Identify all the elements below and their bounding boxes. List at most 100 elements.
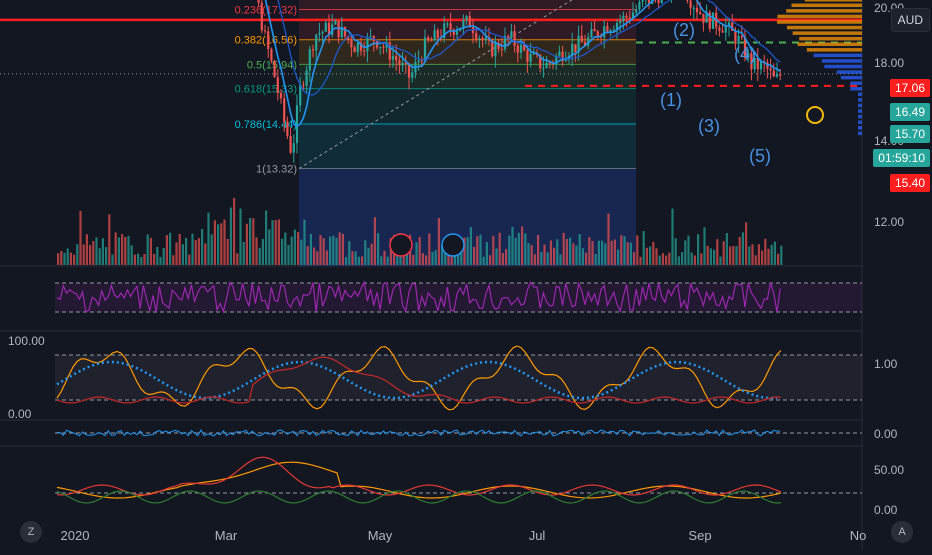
adx-axis-tick: 0.00 xyxy=(874,503,898,517)
volume-bar xyxy=(249,218,251,265)
volume-bar xyxy=(662,253,664,265)
candle-body xyxy=(290,136,292,153)
volume-bar xyxy=(358,257,360,265)
volume-bar xyxy=(748,247,750,265)
candle-body xyxy=(434,30,436,40)
volume-bar xyxy=(684,240,686,265)
candle-body xyxy=(280,93,282,99)
candle-body xyxy=(424,37,426,61)
volume-bar xyxy=(534,254,536,265)
candle-body xyxy=(686,0,688,1)
currency-badge[interactable]: AUD xyxy=(891,8,930,32)
volume-bar xyxy=(223,220,225,265)
candle-body xyxy=(501,49,503,50)
volume-bar xyxy=(732,246,734,265)
volume-bar xyxy=(547,252,549,265)
volume-bar xyxy=(182,244,184,265)
price-tag-red-dashed: 15.40 xyxy=(890,174,930,192)
candle-body xyxy=(344,27,346,36)
volume-bar xyxy=(550,240,552,265)
candle-body xyxy=(603,26,605,37)
volume-profile-bar xyxy=(858,93,862,97)
volume-bar xyxy=(342,234,344,265)
alert-icon xyxy=(807,107,823,123)
candle-body xyxy=(520,45,522,53)
auto-scale-right-button[interactable]: A xyxy=(891,521,913,543)
volume-bar xyxy=(214,220,216,265)
volume-bar xyxy=(204,243,206,265)
candle-body xyxy=(427,37,429,40)
volume-bar xyxy=(300,240,302,265)
candle-body xyxy=(395,56,397,60)
volume-bar xyxy=(137,254,139,265)
candle-body xyxy=(366,37,368,51)
volume-bar xyxy=(435,250,437,265)
volume-bar xyxy=(518,233,520,265)
candle-body xyxy=(261,3,263,31)
volume-bar xyxy=(355,251,357,265)
candle-body xyxy=(398,60,400,65)
volume-bar xyxy=(604,243,606,265)
candle-body xyxy=(626,16,628,18)
candle-body xyxy=(507,36,509,38)
candle-body xyxy=(530,54,532,62)
volume-bar xyxy=(710,248,712,265)
candle-body xyxy=(485,37,487,40)
wave-label: (2) xyxy=(673,20,695,40)
event-badge-E[interactable] xyxy=(390,234,412,256)
volume-bar xyxy=(262,239,264,265)
time-axis-label: May xyxy=(368,528,393,543)
candle-body xyxy=(760,61,762,69)
volume-bar xyxy=(495,249,497,265)
volume-bar xyxy=(764,239,766,265)
volume-bar xyxy=(284,233,286,265)
candle-body xyxy=(270,49,272,61)
candle-body xyxy=(296,105,298,143)
volume-profile-bar xyxy=(858,115,862,119)
volume-profile-bar xyxy=(786,9,862,13)
volume-bar xyxy=(159,257,161,265)
volume-bar xyxy=(115,232,117,265)
candle-body xyxy=(712,13,714,29)
candle-body xyxy=(718,28,720,31)
volume-bar xyxy=(92,241,94,265)
volume-bar xyxy=(230,208,232,265)
volume-bar xyxy=(479,235,481,265)
volume-profile-bar xyxy=(858,132,862,136)
candle-body xyxy=(613,30,615,31)
price-axis-tick: 18.00 xyxy=(874,56,904,70)
volume-bar xyxy=(719,257,721,265)
volume-bar xyxy=(111,255,113,265)
volume-bar xyxy=(79,211,81,265)
volume-bar xyxy=(652,242,654,265)
fib-label: 1(13.32) xyxy=(256,164,297,176)
volume-bar xyxy=(316,251,318,265)
event-badge-D[interactable] xyxy=(442,234,464,256)
candle-body xyxy=(402,63,404,65)
candle-body xyxy=(738,36,740,44)
volume-profile-bar xyxy=(841,76,862,80)
candle-body xyxy=(642,0,644,2)
volume-bar xyxy=(217,224,219,265)
candle-body xyxy=(514,31,516,45)
wave-label: (1) xyxy=(660,90,682,110)
volume-bar xyxy=(767,249,769,265)
volume-bar xyxy=(220,223,222,265)
volume-bar xyxy=(377,233,379,265)
volume-profile-bar xyxy=(798,43,862,47)
volume-bar xyxy=(569,238,571,265)
candle-body xyxy=(421,61,423,62)
volume-bar xyxy=(243,242,245,265)
volume-bar xyxy=(70,253,72,265)
volume-bar xyxy=(332,236,334,265)
volume-bar xyxy=(492,236,494,265)
volume-profile-bar xyxy=(805,0,862,1)
volume-bar xyxy=(611,241,613,265)
volume-bar xyxy=(150,238,152,265)
auto-scale-left-button[interactable]: Z xyxy=(20,521,42,543)
candle-body xyxy=(357,43,359,52)
candle-body xyxy=(773,70,775,76)
candle-body xyxy=(699,12,701,13)
